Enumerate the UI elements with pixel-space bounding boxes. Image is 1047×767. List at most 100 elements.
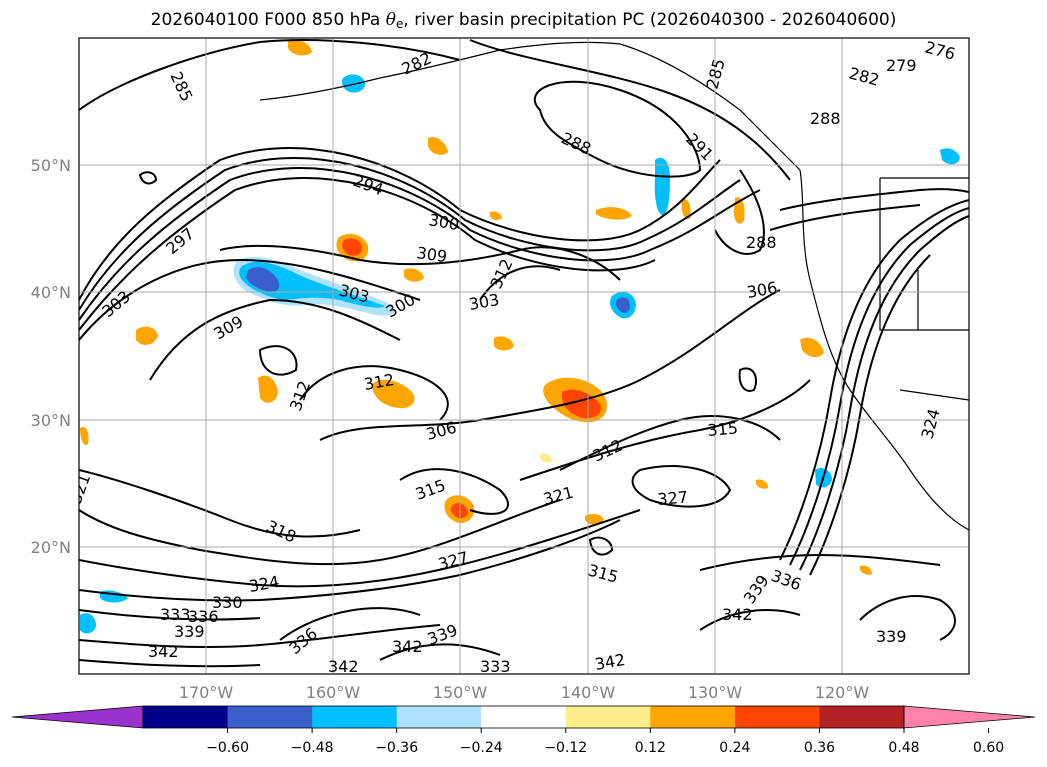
theta-e-contours xyxy=(79,39,969,668)
contour-label: 342 xyxy=(722,605,753,624)
contour-line-southeast xyxy=(859,595,956,641)
contour-line-small-loop-1 xyxy=(138,171,158,185)
contour-label: 327 xyxy=(436,548,470,574)
contour-line-342-c xyxy=(699,609,801,631)
contour-label: 303 xyxy=(467,290,500,314)
contour-label: 276 xyxy=(923,38,957,64)
precip-patch-negative-north xyxy=(654,157,670,215)
contour-line-312-a xyxy=(299,365,449,421)
map-area: 276 279 282 282 285 285 288 288 288 291 … xyxy=(79,38,969,676)
contour-label: 318 xyxy=(263,516,299,546)
contour-line-tight-east-3 xyxy=(799,215,969,571)
contour-line-288 xyxy=(533,80,702,178)
longitude-labels: 170°W 160°W 150°W 140°W 130°W 120°W xyxy=(179,683,870,702)
title-theta-symbol: θ xyxy=(385,10,397,30)
lon-label: 130°W xyxy=(688,683,743,702)
latitude-labels: 50°N 40°N 30°N 20°N xyxy=(31,156,71,557)
colorbar-tick-label: 0.48 xyxy=(888,740,919,756)
contour-line-coast-ridge xyxy=(714,169,765,255)
map-title: 2026040100 F000 850 hPa θe, river basin … xyxy=(0,10,1047,31)
contour-label: 336 xyxy=(769,566,804,594)
contour-label: 306 xyxy=(424,418,458,444)
contour-line-294-c xyxy=(79,167,761,321)
contour-label: 321 xyxy=(541,483,575,509)
contour-line-336-b xyxy=(699,553,941,571)
colorbar-tick-label: −0.60 xyxy=(206,740,249,756)
title-suffix: , river basin precipitation PC (20260403… xyxy=(403,10,897,30)
precip-patch-positive-arc xyxy=(596,207,632,220)
contour-label: 342 xyxy=(148,642,179,661)
lat-lon-grid xyxy=(79,38,969,674)
contour-line-318 xyxy=(79,469,361,538)
contour-label: 285 xyxy=(703,57,729,91)
precip-patch-negative-aleutian xyxy=(341,74,366,93)
contour-line-294-a xyxy=(79,147,721,301)
contour-label: 288 xyxy=(746,233,777,252)
lat-label: 40°N xyxy=(31,283,71,302)
precip-patch-negative-west-core xyxy=(239,262,385,308)
contour-label: 300 xyxy=(427,210,460,234)
precip-patch-positive-east-coast xyxy=(800,337,824,358)
precip-patch-positive-west2 xyxy=(136,326,158,345)
contour-label: 342 xyxy=(392,637,423,656)
colorbar-tick-label: 0.36 xyxy=(804,740,835,756)
contour-line-342-b xyxy=(379,643,501,661)
contour-line-306 xyxy=(319,289,781,441)
contour-label: 312 xyxy=(590,435,626,465)
lat-label: 50°N xyxy=(31,156,71,175)
colorbar-segment xyxy=(396,706,482,728)
contour-line-333 xyxy=(79,609,261,621)
precip-patch-negative-sw xyxy=(80,613,96,634)
contour-line-324 xyxy=(79,509,641,588)
precip-patch-positive-south-core xyxy=(450,503,468,519)
contour-label: 336 xyxy=(188,607,219,626)
coastline-bc-north-america xyxy=(799,169,969,531)
contour-label: 300 xyxy=(383,290,419,322)
precip-patch-positive-rect xyxy=(585,513,604,525)
contour-line-285 xyxy=(79,39,461,111)
precip-patch-positive-mid-small xyxy=(258,375,278,403)
colorbar-segment xyxy=(227,706,313,728)
colorbar-tick-label: −0.24 xyxy=(460,740,503,756)
colorbar-frame xyxy=(142,705,905,729)
colorbar-tick-label: −0.12 xyxy=(544,740,587,756)
map-frame xyxy=(78,37,970,675)
precip-patch-negative-coast xyxy=(940,148,960,165)
contour-label: 339 xyxy=(740,571,773,607)
contour-line-327 xyxy=(631,465,732,508)
contour-label: 327 xyxy=(657,487,689,509)
contour-line-tight-east-2 xyxy=(789,207,969,566)
contour-label: 336 xyxy=(285,624,321,658)
contour-line-tight-east-4 xyxy=(809,254,931,576)
border-us-mexico xyxy=(899,389,969,401)
precip-patch-negative-west-deep xyxy=(246,267,280,292)
contour-label: 306 xyxy=(745,278,778,302)
precip-shading xyxy=(80,39,960,634)
contour-label: 339 xyxy=(876,627,907,646)
precip-patch-positive-gulf xyxy=(428,136,448,155)
contour-label: 333 xyxy=(480,657,511,676)
contour-label: 312 xyxy=(486,256,516,292)
colorbar-extend-low xyxy=(11,705,144,729)
lat-label: 20°N xyxy=(31,538,71,557)
precip-patch-positive-island xyxy=(494,336,514,351)
contour-label: 291 xyxy=(682,129,717,164)
contour-label: 297 xyxy=(162,224,198,258)
colorbar-segment xyxy=(312,706,398,728)
contour-label: 339 xyxy=(174,622,205,641)
precip-patch-positive-small xyxy=(404,268,424,282)
precip-patch-positive-tiny xyxy=(490,211,502,221)
colorbar-tick-label: 0.12 xyxy=(635,740,666,756)
contour-line-339 xyxy=(79,624,441,649)
contour-line-330 xyxy=(79,519,621,602)
precip-patch-positive-north2 xyxy=(681,199,691,220)
precip-patch-positive-aleutian xyxy=(288,39,312,56)
precip-patch-positive-tiny3 xyxy=(756,479,768,489)
contour-label: 315 xyxy=(413,475,448,503)
lon-label: 160°W xyxy=(306,683,361,702)
contour-line-bc-2 xyxy=(769,204,921,231)
contour-label: 285 xyxy=(166,69,196,105)
contour-labels: 276 279 282 282 285 285 288 288 288 291 … xyxy=(79,38,957,676)
colorbar-tick-label: −0.48 xyxy=(291,740,334,756)
